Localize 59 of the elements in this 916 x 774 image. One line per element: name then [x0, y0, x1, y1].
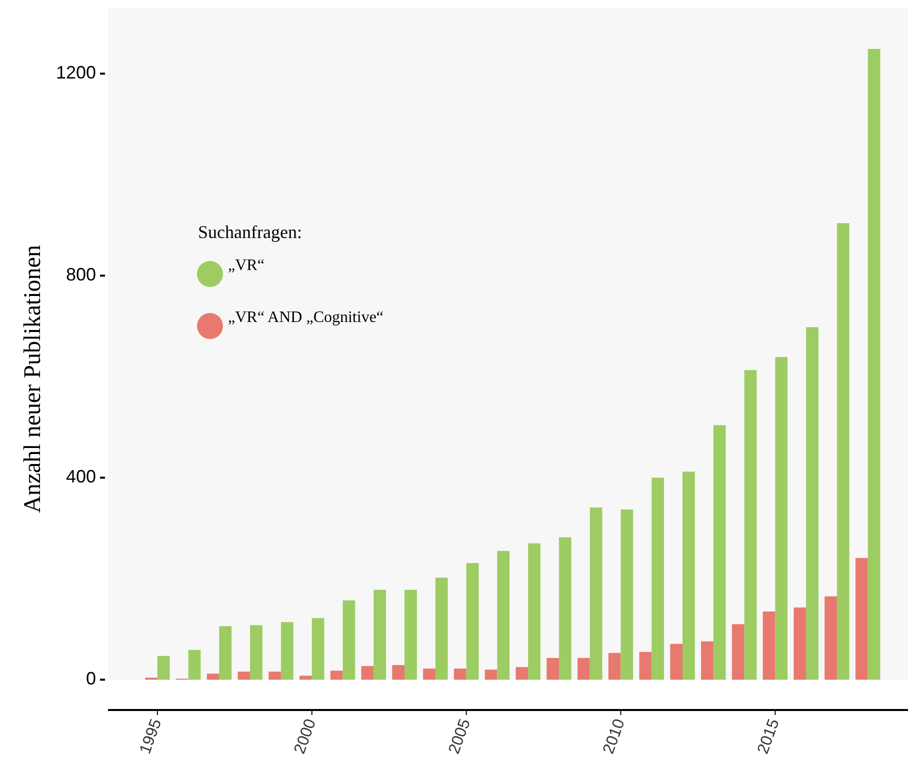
bar [836, 223, 850, 680]
bar [404, 590, 417, 680]
bar [268, 672, 281, 680]
bar [824, 596, 837, 680]
x-tick-label: 2015 [754, 716, 783, 756]
x-tick-label: 1995 [136, 716, 166, 756]
bar [546, 658, 559, 680]
y-tick-label: 800 [66, 264, 96, 284]
bar [300, 676, 312, 680]
legend-label: „VR“ AND „Cognitive“ [228, 309, 384, 326]
bar [374, 590, 386, 680]
bar [157, 656, 170, 680]
bar [590, 507, 602, 680]
bar [868, 48, 880, 680]
bar [652, 478, 664, 680]
bar [484, 670, 498, 680]
bar [608, 652, 621, 680]
bar [762, 612, 776, 680]
bar [497, 550, 510, 680]
bar [188, 650, 201, 680]
legend-title: Suchanfragen: [198, 222, 302, 242]
bar [775, 356, 788, 680]
bar [701, 641, 714, 680]
bar [855, 558, 868, 680]
y-tick-label: 1200 [56, 62, 96, 82]
bar [794, 607, 806, 680]
bar [620, 510, 634, 680]
x-tick-label: 2005 [446, 716, 474, 756]
y-tick-label: 0 [86, 668, 96, 688]
bar [423, 668, 436, 680]
y-axis-title: Anzahl neuer Publikationen [20, 245, 46, 513]
bar [713, 425, 726, 680]
bar [330, 670, 343, 680]
bar [238, 672, 250, 680]
legend-label: „VR“ [228, 257, 264, 274]
bar [435, 578, 448, 680]
bar [516, 667, 528, 680]
bar [670, 644, 683, 680]
bar [312, 618, 324, 680]
bar [342, 600, 356, 680]
bar [744, 370, 757, 680]
x-tick-label: 2000 [291, 716, 320, 756]
bar [466, 563, 479, 680]
bar [219, 626, 232, 680]
bar [454, 668, 466, 680]
bar [732, 624, 744, 680]
bar [392, 665, 405, 680]
bar [206, 674, 220, 680]
bar [528, 543, 540, 680]
bar [250, 625, 262, 680]
bar [639, 652, 652, 680]
bar [806, 327, 818, 680]
bar [558, 537, 572, 680]
x-tick-label: 2010 [600, 716, 629, 756]
bar [578, 658, 590, 680]
y-tick-label: 400 [66, 466, 96, 486]
bar [280, 622, 294, 680]
bar [361, 666, 374, 680]
bar [682, 472, 695, 680]
